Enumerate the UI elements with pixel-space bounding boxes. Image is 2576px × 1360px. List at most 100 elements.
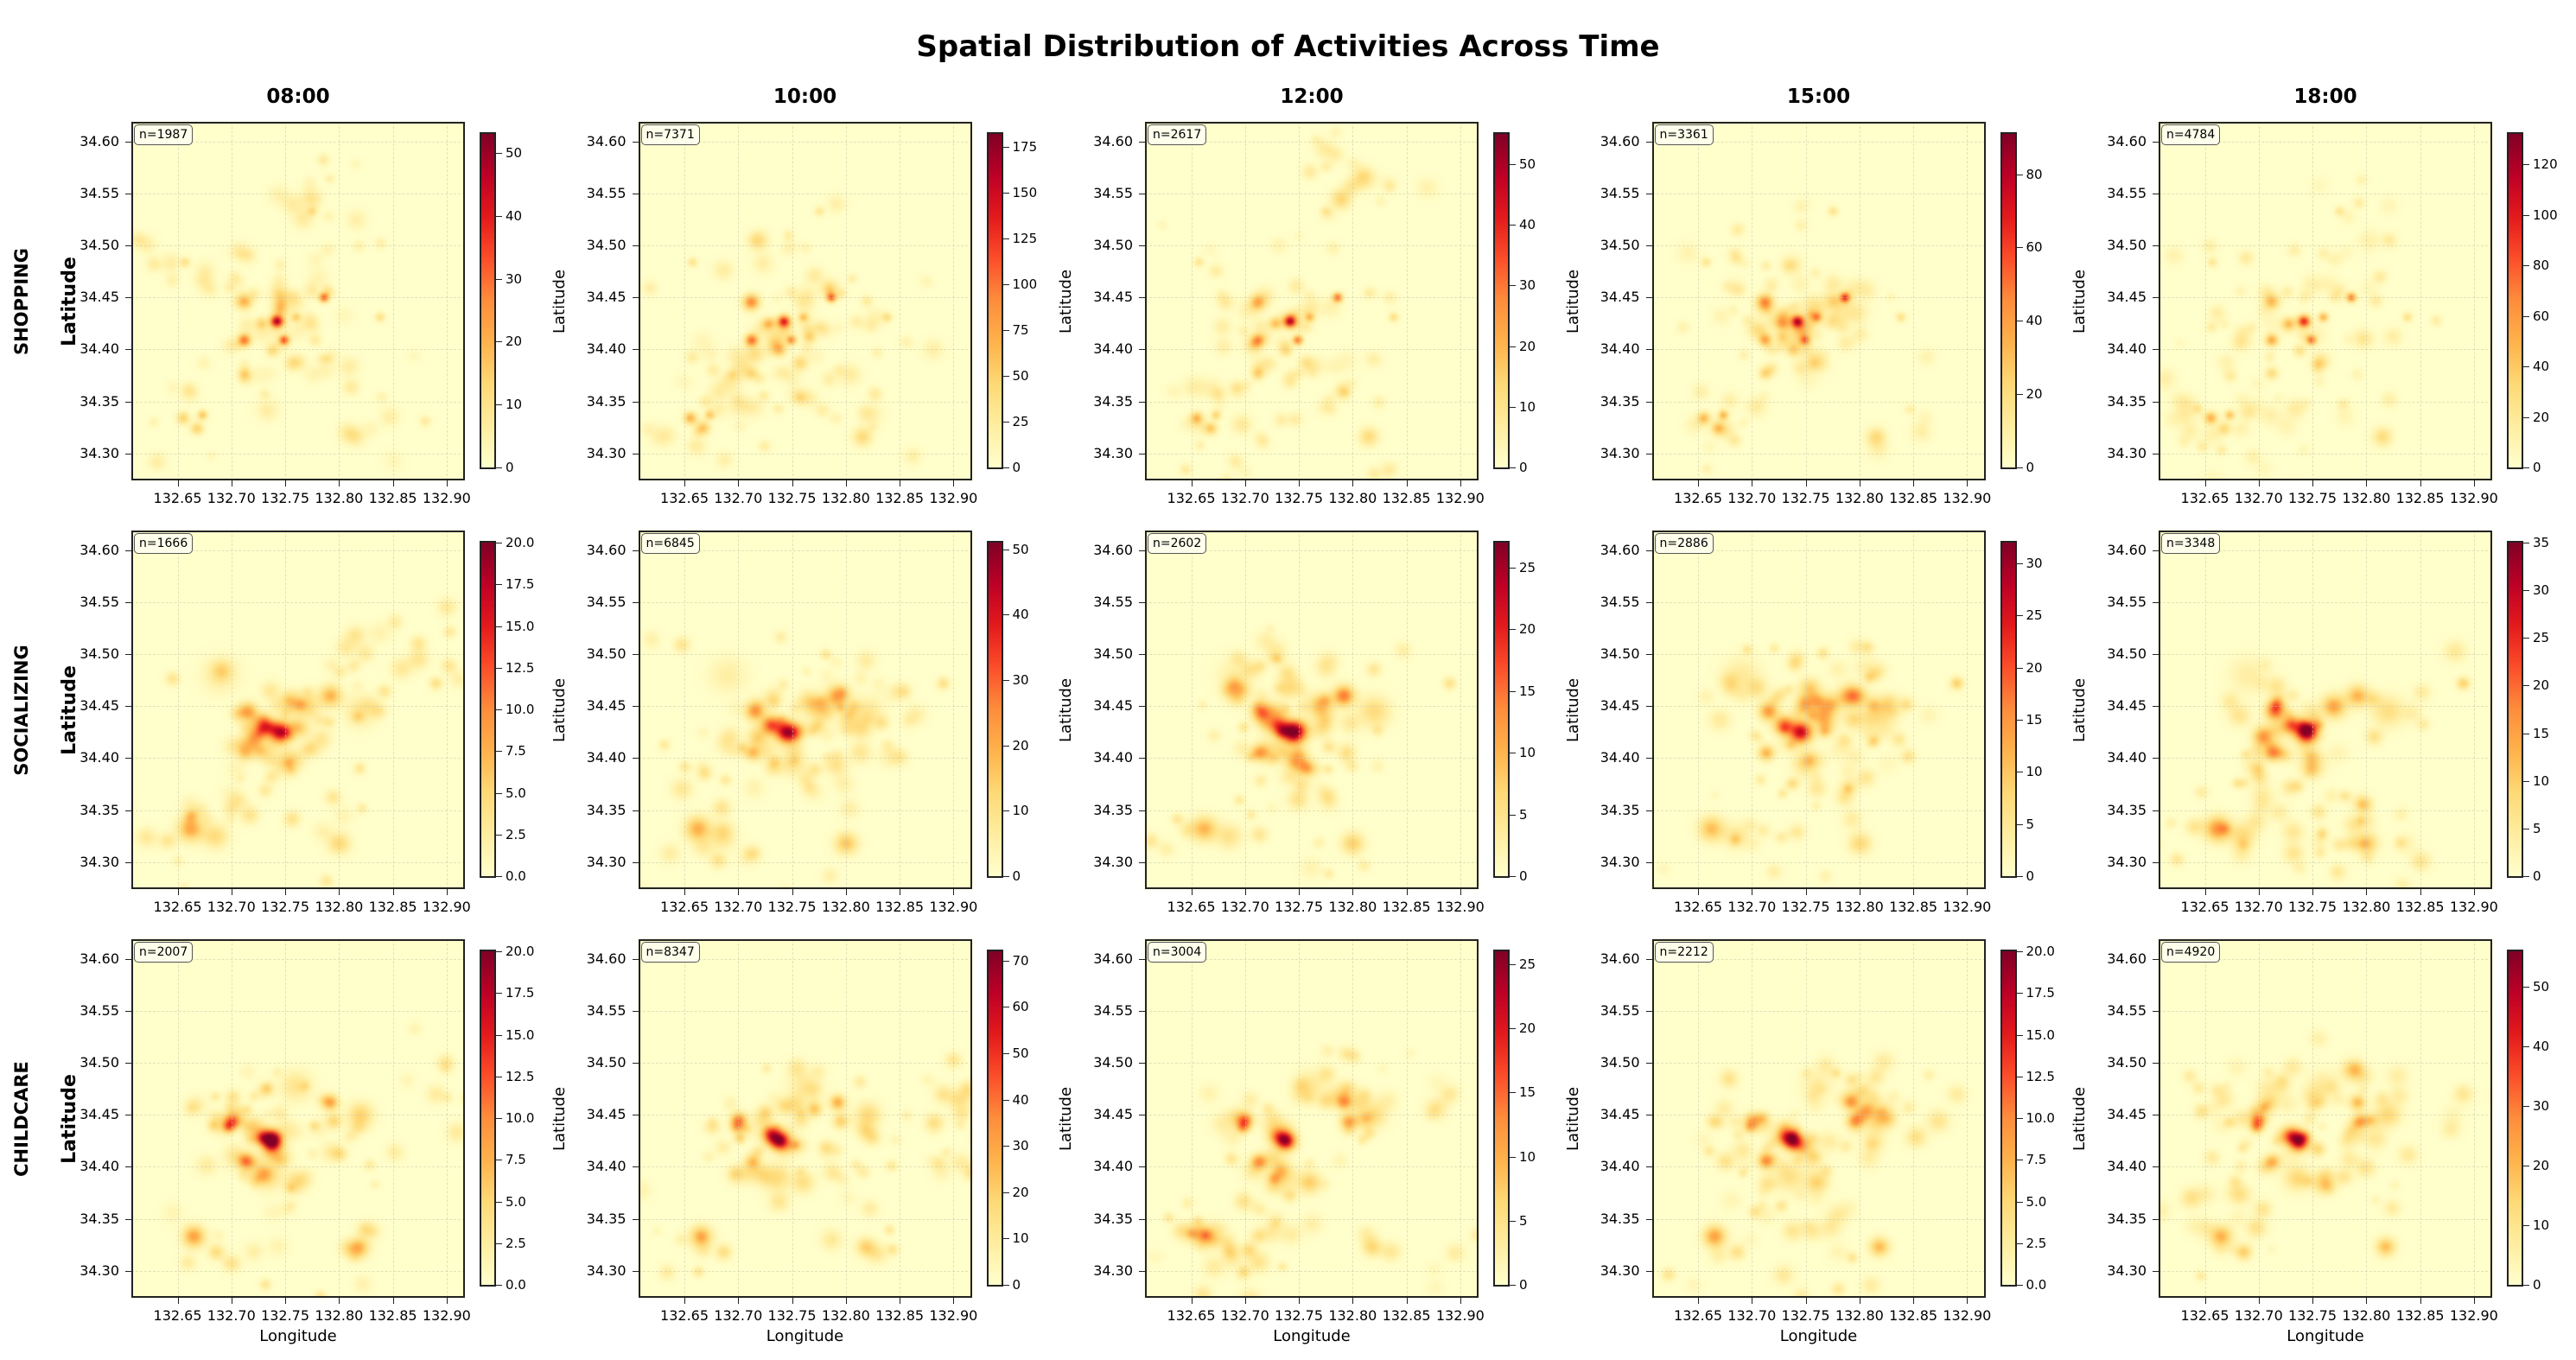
colorbar-tick-label: 20 [2533, 677, 2550, 694]
colorbar-tick [2523, 366, 2529, 368]
y-tick [1645, 810, 1652, 811]
colorbar-tick [2016, 876, 2023, 877]
x-tick-label: 132.75 [261, 899, 310, 915]
colorbar-tick-label: 60 [1012, 999, 1029, 1015]
colorbar-tick-label: 30 [1519, 277, 1536, 294]
x-tick-label: 132.70 [714, 490, 763, 506]
y-tick [1645, 297, 1652, 299]
colorbar-tick-label: 20 [1012, 1184, 1029, 1200]
heatmap-image [2159, 122, 2492, 480]
colorbar-tick-label: 20.0 [2026, 944, 2055, 959]
sample-count-label: n=3004 [1148, 942, 1207, 963]
y-tick [1139, 349, 1145, 351]
colorbar-tick-label: 0 [1519, 868, 1528, 884]
colorbar-tick [2016, 951, 2023, 952]
x-tick [2312, 889, 2314, 895]
x-tick-label: 132.65 [1674, 490, 1723, 506]
y-tick-label: 34.50 [586, 237, 627, 254]
colorbar-tick-label: 0 [1012, 868, 1021, 884]
x-tick-label: 132.75 [1275, 899, 1324, 915]
y-tick [1139, 602, 1145, 603]
colorbar-tick [1510, 225, 1516, 226]
y-axis-label: Latitude [550, 269, 569, 334]
colorbar-tick-label: 30 [1012, 1138, 1029, 1154]
y-tick-label: 34.45 [586, 1106, 627, 1123]
x-tick-label: 132.90 [1435, 490, 1485, 506]
column-title-1500: 15:00 [1786, 86, 1851, 108]
x-tick [845, 480, 847, 486]
x-tick-label: 132.65 [660, 490, 709, 506]
x-tick-label: 132.90 [929, 490, 978, 506]
y-tick-label: 34.35 [80, 1210, 119, 1227]
x-tick [285, 1298, 287, 1304]
y-axis-label: Latitude [1563, 269, 1582, 334]
y-tick-label: 34.35 [1600, 801, 1640, 818]
y-tick [1645, 1218, 1652, 1220]
x-tick [1191, 889, 1193, 895]
colorbar-tick-label: 15 [1519, 1084, 1536, 1101]
x-tick [1805, 1298, 1807, 1304]
colorbar-tick [1510, 285, 1516, 287]
y-tick-label: 34.45 [2107, 289, 2147, 306]
colorbar-tick [2016, 1034, 2023, 1036]
y-tick-label: 34.60 [1093, 541, 1133, 558]
sample-count-label: n=2007 [134, 942, 194, 963]
x-tick-label: 132.70 [2234, 490, 2283, 506]
colorbar-tick-label: 7.5 [2026, 1152, 2047, 1168]
x-tick-label: 132.90 [929, 899, 978, 915]
y-tick-label: 34.45 [1093, 1106, 1133, 1123]
colorbar-tick [1510, 567, 1516, 569]
colorbar-tick [2523, 265, 2529, 267]
column-title-1800: 18:00 [2293, 86, 2357, 108]
x-tick [1805, 889, 1807, 895]
x-axis-label: Longitude [259, 1327, 337, 1345]
x-tick [953, 1298, 955, 1304]
colorbar-tick [1002, 1099, 1009, 1101]
x-tick-label: 132.90 [422, 1307, 471, 1324]
y-tick [1645, 958, 1652, 960]
y-tick [2153, 1218, 2159, 1220]
x-tick-label: 132.65 [1167, 1307, 1216, 1324]
x-tick-label: 132.70 [207, 1307, 256, 1324]
y-tick [125, 654, 131, 656]
colorbar-tick [2016, 1285, 2023, 1286]
colorbar-tick-label: 7.5 [506, 743, 526, 759]
y-tick-label: 34.40 [1600, 340, 1640, 358]
y-tick-label: 34.60 [1093, 132, 1133, 149]
colorbar-tick-label: 10 [1519, 745, 1536, 761]
x-tick [1406, 480, 1408, 486]
colorbar-tick-label: 60 [2026, 239, 2043, 256]
x-tick-label: 132.65 [660, 1307, 709, 1324]
y-tick [2153, 141, 2159, 143]
colorbar-tick-label: 10 [1519, 1148, 1536, 1165]
x-axis-label: Longitude [2287, 1327, 2364, 1345]
x-tick-label: 132.85 [1382, 490, 1431, 506]
x-tick-label: 132.80 [1835, 1307, 1884, 1324]
x-tick [1299, 480, 1301, 486]
y-tick-label: 34.30 [586, 444, 627, 461]
colorbar-tick [2016, 615, 2023, 617]
y-tick [2153, 654, 2159, 656]
y-tick-label: 34.45 [1600, 1106, 1640, 1123]
sample-count-label: n=3348 [2161, 533, 2221, 554]
heatmap-panel: 132.65 132.70 132.75 132.80 132.85 132.90 34.3… [587, 531, 977, 915]
colorbar [2000, 950, 2017, 1287]
colorbar-tick-label: 50 [1012, 367, 1029, 384]
colorbar-tick [1002, 1146, 1009, 1147]
y-tick-label: 34.60 [2107, 950, 2147, 967]
y-tick-label: 34.30 [586, 853, 627, 870]
colorbar-tick-label: 20.0 [506, 944, 535, 959]
colorbar-tick-label: 10.0 [506, 1110, 535, 1126]
x-tick [1191, 1298, 1193, 1304]
x-tick [2366, 889, 2368, 895]
y-tick-label: 34.60 [2107, 541, 2147, 558]
colorbar-tick-label: 20 [1012, 737, 1029, 753]
y-tick [632, 958, 639, 960]
x-tick [339, 1298, 340, 1304]
colorbar-tick-label: 70 [1012, 952, 1029, 969]
x-tick [285, 480, 287, 486]
colorbar-tick [1002, 192, 1009, 194]
colorbar-tick-label: 17.5 [506, 985, 535, 1001]
colorbar-tick-label: 20 [1519, 338, 1536, 354]
x-tick [2473, 480, 2475, 486]
